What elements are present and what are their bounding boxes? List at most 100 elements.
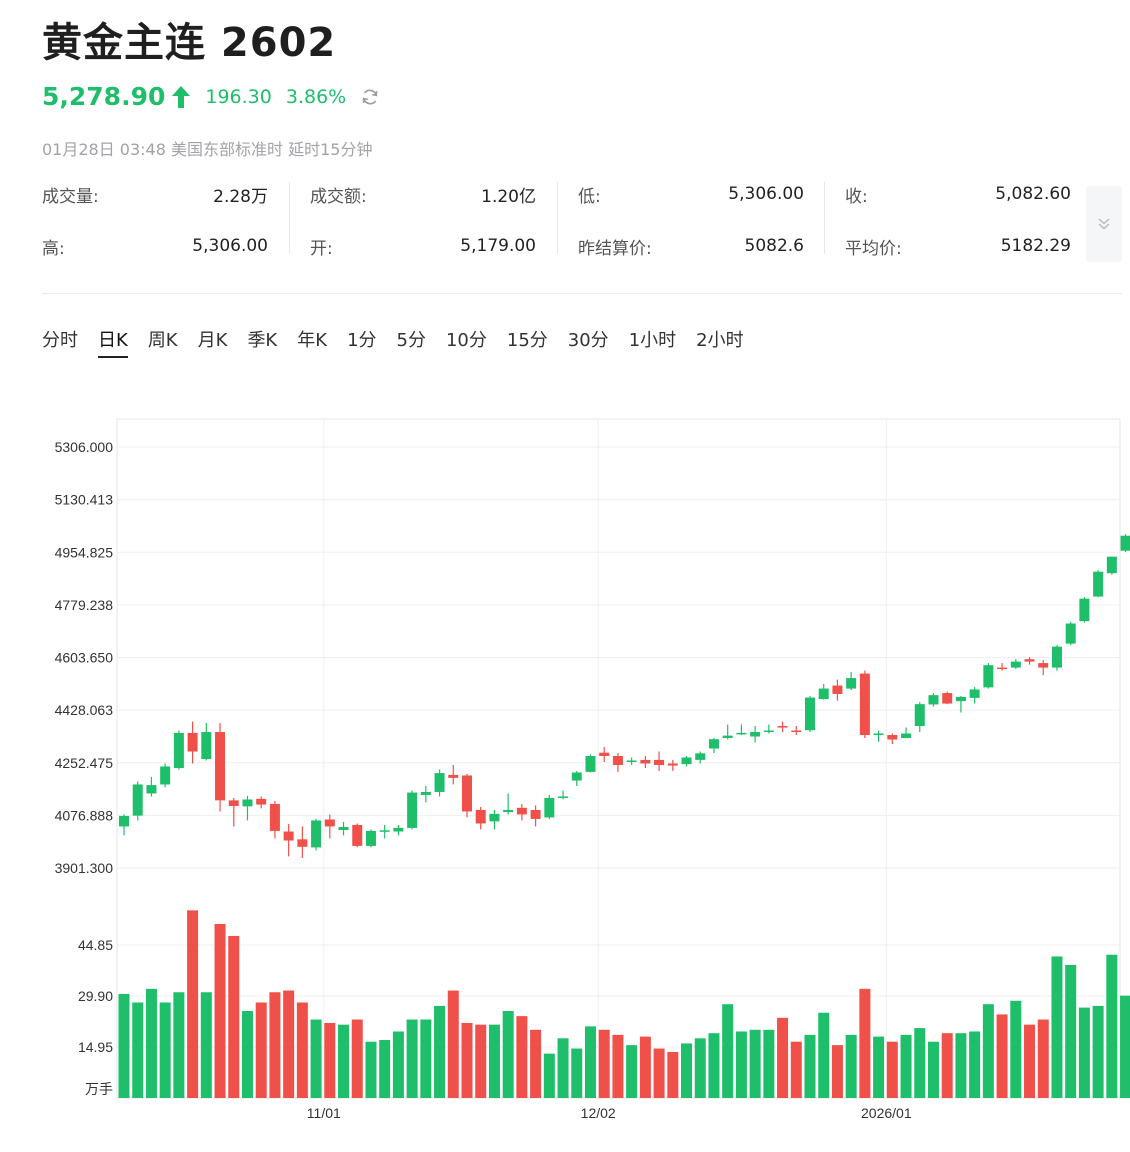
volume-bar xyxy=(941,1033,953,1098)
candle-body xyxy=(434,773,445,792)
volume-bar xyxy=(845,1034,857,1098)
candle-body xyxy=(1120,535,1130,551)
volume-bar xyxy=(145,988,157,1098)
candle-body xyxy=(228,800,239,807)
page-title: 黄金主连 2602 xyxy=(42,20,337,66)
tab-9[interactable]: 15分 xyxy=(506,330,548,351)
candle-body xyxy=(612,755,623,765)
candle-body xyxy=(379,830,390,832)
stat-high: 高: 5,306.00 xyxy=(42,236,268,259)
candle-body xyxy=(393,827,404,832)
volume-bar xyxy=(996,1014,1008,1098)
volume-bar xyxy=(530,1029,542,1098)
candle-body xyxy=(187,732,198,752)
tab-7[interactable]: 5分 xyxy=(396,330,426,351)
price-tick-label: 4779.238 xyxy=(55,597,114,613)
price-tick-label: 4603.650 xyxy=(55,650,114,666)
volume-bar xyxy=(1024,1024,1036,1098)
stats-column: 成交量: 2.28万 高: 5,306.00 xyxy=(42,174,268,266)
price-tick-label: 4954.825 xyxy=(55,544,114,560)
candle-body xyxy=(681,757,692,765)
expand-stats-button[interactable] xyxy=(1086,186,1122,262)
volume-bar xyxy=(1065,964,1077,1098)
candle-body xyxy=(311,820,322,848)
candle-body xyxy=(530,809,541,819)
chevron-double-down-icon xyxy=(1098,218,1110,230)
tab-6[interactable]: 1分 xyxy=(347,330,377,351)
date-tick-label: 11/01 xyxy=(307,1105,341,1121)
volume-bar xyxy=(722,1004,734,1098)
volume-bar xyxy=(296,1002,308,1098)
candle-body xyxy=(1106,556,1117,574)
volume-bar xyxy=(173,992,185,1098)
volume-bar xyxy=(502,1011,514,1098)
volume-bar xyxy=(598,1029,610,1098)
tab-5[interactable]: 年K xyxy=(297,330,328,351)
candle-body xyxy=(448,774,459,778)
tab-0[interactable]: 分时 xyxy=(42,330,78,351)
candle-body xyxy=(516,807,527,815)
candle-body xyxy=(901,733,912,739)
volume-bar xyxy=(612,1034,624,1098)
candle-body xyxy=(667,763,678,766)
volume-bar xyxy=(790,1041,802,1098)
candle-body xyxy=(489,813,500,822)
candle-body xyxy=(955,696,966,702)
candle-body xyxy=(750,732,761,737)
tab-4[interactable]: 季K xyxy=(247,330,278,351)
tab-3[interactable]: 月K xyxy=(197,330,228,351)
volume-bar xyxy=(1092,1005,1104,1098)
refresh-icon[interactable] xyxy=(360,87,380,107)
volume-bar xyxy=(269,992,281,1098)
volume-bar xyxy=(118,993,130,1098)
candle-body xyxy=(297,839,308,847)
stat-avg: 平均价: 5182.29 xyxy=(845,236,1071,259)
candle-body xyxy=(818,688,829,700)
date-tick-label: 2026/01 xyxy=(861,1105,912,1121)
candle-body xyxy=(763,730,774,733)
price-tick-label: 5130.413 xyxy=(55,492,114,508)
volume-bar xyxy=(310,1019,322,1098)
volume-bar xyxy=(475,1024,487,1098)
candle-body xyxy=(544,797,555,818)
candle-body xyxy=(942,693,953,704)
candle-body xyxy=(983,665,994,688)
volume-bar xyxy=(1106,954,1118,1098)
candle-body xyxy=(887,735,898,740)
candle-body xyxy=(338,827,349,831)
volume-bar xyxy=(557,1038,569,1098)
candle-body xyxy=(928,695,939,705)
stat-volume: 成交量: 2.28万 xyxy=(42,186,268,207)
stats-column: 收: 5,082.60 平均价: 5182.29 xyxy=(845,174,1071,266)
tab-10[interactable]: 30分 xyxy=(567,330,609,351)
volume-bar xyxy=(749,1029,761,1098)
tab-2[interactable]: 周K xyxy=(147,330,178,351)
volume-bar xyxy=(338,1024,350,1098)
candle-body xyxy=(1093,571,1104,597)
tab-12[interactable]: 2小时 xyxy=(696,330,744,351)
volume-bar xyxy=(379,1040,391,1098)
volume-bar xyxy=(886,1041,898,1098)
volume-bar xyxy=(969,1031,981,1098)
volume-bar xyxy=(914,1028,926,1098)
volume-bar xyxy=(159,1002,171,1098)
volume-bar xyxy=(818,1012,830,1098)
volume-bar xyxy=(1078,1007,1090,1098)
volume-bar xyxy=(447,990,459,1098)
volume-bar xyxy=(200,992,212,1098)
tab-8[interactable]: 10分 xyxy=(445,330,487,351)
volume-bar xyxy=(681,1043,693,1098)
price-tick-label: 4076.888 xyxy=(55,807,114,823)
price-tick-label: 4428.063 xyxy=(55,702,114,718)
candle-body xyxy=(352,824,363,846)
volume-bar xyxy=(488,1024,500,1098)
volume-bar xyxy=(571,1048,583,1098)
tab-11[interactable]: 1小时 xyxy=(628,330,677,351)
volume-bar xyxy=(735,1031,747,1098)
tab-1[interactable]: 日K xyxy=(98,326,128,358)
volume-bar xyxy=(639,1036,651,1098)
volume-bar xyxy=(187,910,199,1098)
volume-bar xyxy=(900,1034,912,1098)
candle-body xyxy=(571,772,582,781)
volume-bar xyxy=(804,1034,816,1098)
